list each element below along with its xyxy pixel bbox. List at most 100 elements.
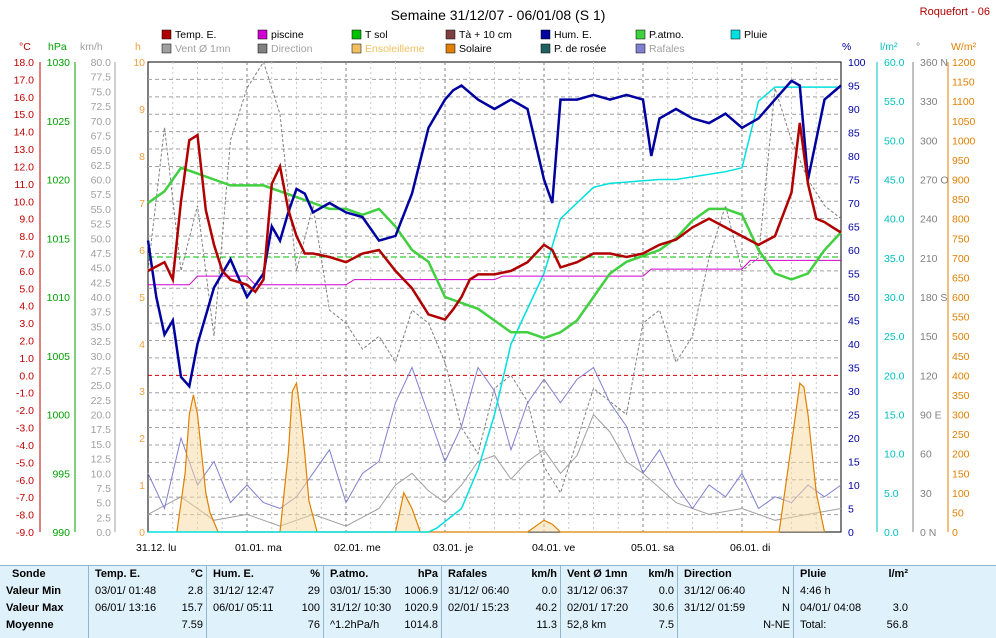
tick-kmh: 50.0 (91, 233, 112, 245)
cell-value: N (782, 602, 790, 614)
tick-temp: -2.0 (16, 405, 34, 417)
table-column: Rafales km/h 31/12/ 06:40 0.0 02/01/ 15:23 40… (442, 566, 561, 638)
tick-kmh: 30.0 (91, 351, 112, 363)
tick-pct: 20 (848, 433, 860, 445)
table-column: Direction 31/12/ 06:40 N 31/12/ 01:59 N N-NE (678, 566, 794, 638)
tick-pct: 40 (848, 339, 860, 351)
day-label: 02.01. me (334, 542, 381, 554)
cell-value: 2.8 (187, 585, 203, 597)
table-separator (206, 566, 207, 638)
row-labels: Sonde Valeur Min Valeur Max Moyenne (0, 566, 88, 638)
tick-kmh: 77.5 (91, 72, 112, 84)
legend-label: P. de rosée (554, 43, 607, 55)
column-title: Direction (684, 568, 732, 580)
tick-kmh: 52.5 (91, 219, 112, 231)
legend-label: Solaire (459, 43, 492, 55)
cell-label: 04/01/ 04:08 (800, 602, 862, 614)
cell-label: 03/01/ 15:30 (330, 585, 392, 597)
tick-pct: 70 (848, 198, 860, 210)
tick-wm2: 1100 (952, 96, 975, 108)
tick-hpa: 1020 (47, 175, 71, 187)
series-p-atmo- (147, 166, 842, 340)
axes: 18.017.016.015.014.013.012.011.010.09.08… (14, 57, 976, 539)
tick-hpa: 1000 (47, 410, 71, 422)
tick-wm2: 500 (952, 331, 970, 343)
unit-hpa: hPa (48, 41, 67, 53)
tick-temp: 11.0 (14, 179, 34, 191)
tick-pct: 0 (848, 527, 854, 539)
tick-hpa: 1005 (47, 351, 71, 363)
table-column: Vent Ø 1mn km/h 31/12/ 06:37 0.0 02/01/ 17:2… (561, 566, 678, 638)
tick-pct: 80 (848, 151, 860, 163)
legend-swatch (351, 29, 362, 40)
tick-hpa: 1025 (47, 116, 71, 128)
cell-label: 31/12/ 01:59 (684, 602, 746, 614)
legend-label: Tà + 10 cm (459, 29, 512, 41)
tick-h: 7 (139, 198, 145, 210)
cell-label: 02/01/ 15:23 (448, 602, 510, 614)
series (146, 60, 842, 533)
legend-swatch (635, 43, 646, 54)
tick-kmh: 27.5 (91, 365, 112, 377)
tick-pct: 35 (848, 363, 860, 375)
column-title: Rafales (448, 568, 488, 580)
tick-kmh: 45.0 (91, 263, 112, 275)
legend-swatch (635, 29, 646, 40)
column-title: Pluie (800, 568, 827, 580)
tick-kmh: 35.0 (91, 321, 112, 333)
tick-deg: 60 (920, 449, 932, 461)
tick-h: 3 (139, 386, 145, 398)
tick-kmh: 75.0 (91, 86, 112, 98)
chart-title: Semaine 31/12/07 - 06/01/08 (S 1) (391, 7, 606, 23)
tick-pct: 45 (848, 316, 860, 328)
tick-kmh: 57.5 (91, 189, 112, 201)
tick-rain: 15.0 (884, 410, 905, 422)
row-label-sonde: Sonde (12, 568, 46, 580)
tick-wm2: 1200 (952, 57, 976, 69)
table-column: Temp. E. °C 03/01/ 01:48 2.8 06/01/ 13:16 15.… (89, 566, 207, 638)
tick-deg: 360 N (920, 57, 948, 69)
table-separator (793, 566, 794, 638)
station-name: Roquefort - 06 (920, 6, 990, 18)
tick-temp: -5.0 (16, 457, 34, 469)
tick-wm2: 150 (952, 468, 970, 480)
tick-temp: 8.0 (19, 231, 34, 243)
tick-kmh: 37.5 (91, 307, 112, 319)
axis-units: °C hPa km/h h% l/m² ° W/m² (19, 41, 977, 53)
tick-kmh: 65.0 (91, 145, 112, 157)
tick-temp: 15.0 (14, 109, 35, 121)
column-title: Temp. E. (95, 568, 141, 580)
legend-label: Temp. E. (175, 29, 216, 41)
column-unit: °C (190, 568, 203, 580)
tick-temp: 9.0 (19, 214, 34, 226)
unit-rain: l/m² (880, 41, 898, 53)
tick-pct: 100 (848, 57, 866, 69)
cell-label: 31/12/ 10:30 (330, 602, 392, 614)
tick-temp: 18.0 (14, 57, 35, 69)
legend-label: Hum. E. (554, 29, 592, 41)
cell-value: 0.0 (658, 585, 674, 597)
tick-temp: 1.0 (19, 353, 34, 365)
column-title: P.atmo. (330, 568, 369, 580)
table-separator (88, 566, 89, 638)
tick-pct: 15 (848, 457, 860, 469)
tick-temp: 16.0 (14, 92, 35, 104)
tick-deg: 30 (920, 488, 932, 500)
series-temp-e- (147, 122, 842, 322)
tick-pct: 85 (848, 128, 860, 140)
unit-pct: % (842, 41, 851, 53)
cell-value: 15.7 (181, 602, 203, 614)
series-direction (147, 60, 842, 494)
tick-kmh: 2.5 (96, 512, 111, 524)
day-label: 03.01. je (433, 542, 473, 554)
x-axis-days: 31.12. lu 01.01. ma 02.01. me 03.01. je 04.0… (136, 542, 770, 554)
tick-kmh: 17.5 (91, 424, 112, 436)
day-label: 05.01. sa (631, 542, 674, 554)
tick-wm2: 1150 (952, 77, 975, 89)
tick-rain: 0.0 (884, 527, 899, 539)
cell-label: 02/01/ 17:20 (567, 602, 629, 614)
cell-label: 4:46 h (800, 585, 831, 597)
tick-hpa: 1010 (47, 292, 71, 304)
unit-deg: ° (916, 41, 920, 53)
summary-table: Sonde Valeur Min Valeur Max Moyenne Temp… (0, 565, 996, 638)
